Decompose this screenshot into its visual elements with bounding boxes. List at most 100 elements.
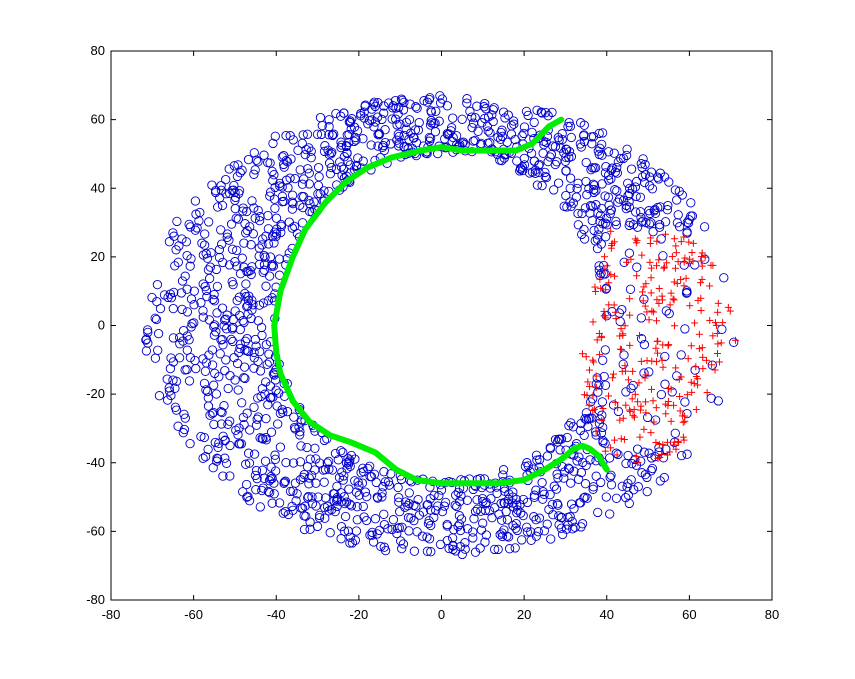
blue-circle-point xyxy=(377,114,387,125)
blue-circle-point xyxy=(587,201,597,211)
blue-circle-point xyxy=(221,314,231,324)
blue-circle-point xyxy=(633,482,643,492)
blue-circle-point xyxy=(413,494,423,505)
blue-circle-point xyxy=(181,237,192,247)
red-plus-point xyxy=(663,259,671,267)
red-plus-point xyxy=(711,366,719,374)
blue-circle-point xyxy=(322,458,332,468)
red-plus-point xyxy=(592,427,600,435)
blue-circle-point xyxy=(344,129,354,140)
blue-circle-point xyxy=(439,501,450,511)
blue-circle-point xyxy=(336,534,346,544)
blue-circle-point xyxy=(173,421,183,431)
blue-circle-point xyxy=(258,298,269,308)
blue-circle-point xyxy=(369,97,379,107)
blue-circle-point xyxy=(649,206,659,216)
blue-circle-point xyxy=(654,219,665,230)
blue-circle-point xyxy=(259,250,269,261)
blue-circle-point xyxy=(397,95,407,106)
blue-circle-point xyxy=(268,392,278,402)
red-plus-point xyxy=(598,334,606,342)
blue-circle-point xyxy=(472,495,482,505)
blue-circle-point xyxy=(309,197,319,207)
blue-circle-point xyxy=(230,257,240,267)
blue-circle-point xyxy=(182,331,192,341)
y-tick-label: -40 xyxy=(86,455,105,470)
blue-circle-point xyxy=(378,482,388,492)
red-plus-point xyxy=(590,405,598,413)
blue-circle-point xyxy=(636,334,647,344)
blue-circle-point xyxy=(467,122,477,133)
red-plus-point xyxy=(711,319,719,327)
blue-circle-point xyxy=(409,133,419,143)
blue-circle-point xyxy=(269,489,279,499)
blue-circle-point xyxy=(251,341,261,351)
blue-circle-point xyxy=(533,527,543,537)
red-plus-point xyxy=(694,381,702,389)
blue-circle-point xyxy=(252,473,262,484)
blue-circle-point xyxy=(644,181,655,191)
blue-circle-point xyxy=(483,126,493,136)
red-plus-point xyxy=(636,433,644,441)
blue-circle-point xyxy=(600,438,610,448)
blue-circle-point xyxy=(488,105,498,115)
blue-circle-point xyxy=(522,522,532,532)
blue-circle-point xyxy=(667,387,677,397)
red-plus-point xyxy=(655,256,663,264)
red-plus-point xyxy=(582,353,590,361)
blue-circle-point xyxy=(424,534,435,544)
red-plus-point xyxy=(677,276,685,284)
blue-circle-point xyxy=(221,189,231,199)
blue-circle-point xyxy=(206,248,216,258)
blue-circle-point xyxy=(258,234,268,244)
blue-circle-point xyxy=(295,200,305,210)
blue-circle-point xyxy=(277,197,288,207)
blue-circle-point xyxy=(259,150,269,160)
blue-circle-point xyxy=(168,228,178,238)
blue-circle-point xyxy=(569,466,579,476)
blue-circle-point xyxy=(543,156,553,167)
blue-circle-point xyxy=(257,330,267,341)
red-plus-point xyxy=(592,383,600,391)
blue-circle-point xyxy=(280,476,291,486)
blue-circle-point xyxy=(267,498,277,508)
blue-circle-point xyxy=(515,499,525,510)
blue-circle-point xyxy=(219,401,229,411)
blue-circle-point xyxy=(625,284,636,294)
red-plus-point xyxy=(592,372,600,380)
blue-circle-point xyxy=(258,434,268,444)
red-plus-point xyxy=(676,407,684,415)
blue-circle-point xyxy=(201,385,211,395)
red-plus-point xyxy=(631,235,639,243)
blue-circle-point xyxy=(598,355,608,365)
blue-circle-point xyxy=(545,152,555,162)
blue-circle-point xyxy=(228,322,238,333)
blue-circle-point xyxy=(296,441,306,451)
blue-circle-point xyxy=(237,165,247,175)
blue-circle-point xyxy=(487,513,497,523)
red-plus-point xyxy=(619,414,627,422)
blue-circle-point xyxy=(644,448,654,458)
blue-circle-point xyxy=(203,444,213,455)
blue-circle-point xyxy=(570,522,580,532)
blue-circle-point xyxy=(225,471,235,481)
blue-circle-point xyxy=(433,501,443,511)
blue-circle-point xyxy=(537,477,547,488)
blue-circle-point xyxy=(635,192,646,202)
blue-circle-point xyxy=(265,158,275,168)
blue-circle-point xyxy=(550,141,561,152)
blue-circle-point xyxy=(399,142,409,152)
blue-circle-point xyxy=(267,231,278,241)
blue-circle-point xyxy=(501,506,511,517)
blue-circle-point xyxy=(628,380,638,391)
blue-circle-point xyxy=(557,461,567,472)
blue-circle-point xyxy=(241,459,251,469)
blue-circle-point xyxy=(338,475,348,485)
blue-circle-point xyxy=(287,223,297,233)
blue-circle-point xyxy=(536,107,546,117)
blue-circle-point xyxy=(601,492,611,502)
blue-circle-point xyxy=(336,162,347,172)
blue-circle-point xyxy=(394,497,404,507)
blue-circle-point xyxy=(502,515,513,525)
blue-circle-point xyxy=(239,262,249,272)
